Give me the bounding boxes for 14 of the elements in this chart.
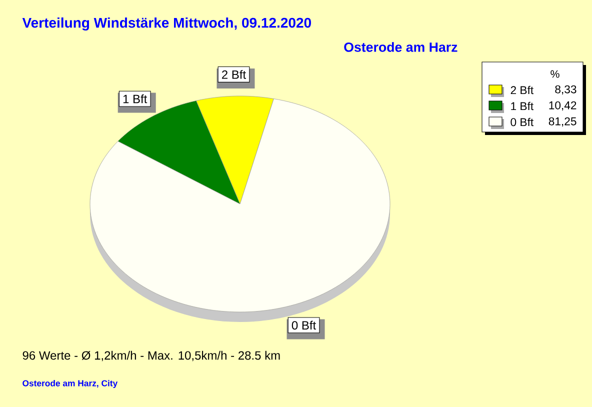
- legend-label: 2 Bft: [510, 86, 534, 94]
- text: Osterode am Harz, City: [22, 380, 118, 388]
- chart-subtitle: Osterode am Harz: [344, 42, 458, 52]
- legend-label: 0 Bft: [510, 118, 534, 126]
- text: 96 Werte - Ø 1,2km/h - Max. 10,5km/h - 28.5 km: [22, 350, 280, 362]
- data-label: 10,42: [549, 101, 576, 111]
- data-label: 81,25: [548, 117, 576, 127]
- slice-label: 2 Bft: [222, 70, 246, 79]
- data-label: 8,33: [555, 85, 576, 95]
- legend-title: %: [550, 70, 560, 78]
- chart-title: Verteilung Windstärke Mittwoch, 09.12.2020: [22, 17, 311, 31]
- slice-label: 1 Bft: [123, 94, 148, 104]
- legend-label: 1 Bft: [511, 102, 534, 110]
- category-label: 0 Bft: [292, 320, 316, 330]
